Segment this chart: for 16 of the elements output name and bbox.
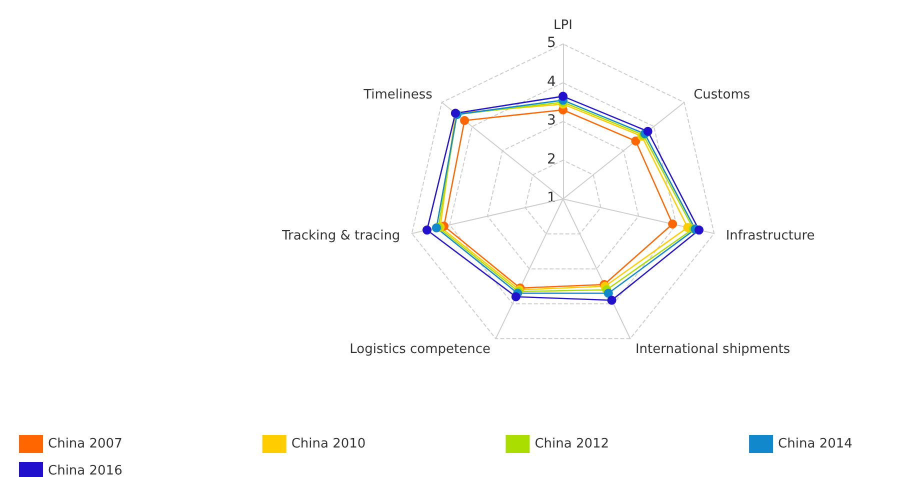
spoke-label: Tracking & tracing	[281, 228, 400, 244]
y-tick-label: 2	[547, 151, 556, 168]
y-tick-label: 4	[547, 74, 556, 90]
y-tick-label: 5	[547, 35, 556, 51]
legend-label: China 2007	[48, 436, 122, 452]
spoke-label: International shipments	[635, 342, 790, 357]
spoke-label: LPI	[554, 18, 572, 33]
legend-label: China 2014	[778, 436, 852, 452]
legend-label: China 2012	[534, 436, 610, 452]
y-tick-label: 3	[547, 112, 556, 128]
spoke-label: Logistics competence	[350, 342, 491, 357]
spoke-label: Timeliness	[362, 87, 433, 102]
legend-label: China 2016	[48, 464, 122, 477]
spoke-label: Infrastructure	[726, 228, 815, 244]
legend-label: China 2010	[291, 436, 366, 452]
spoke-label: Customs	[694, 87, 750, 102]
